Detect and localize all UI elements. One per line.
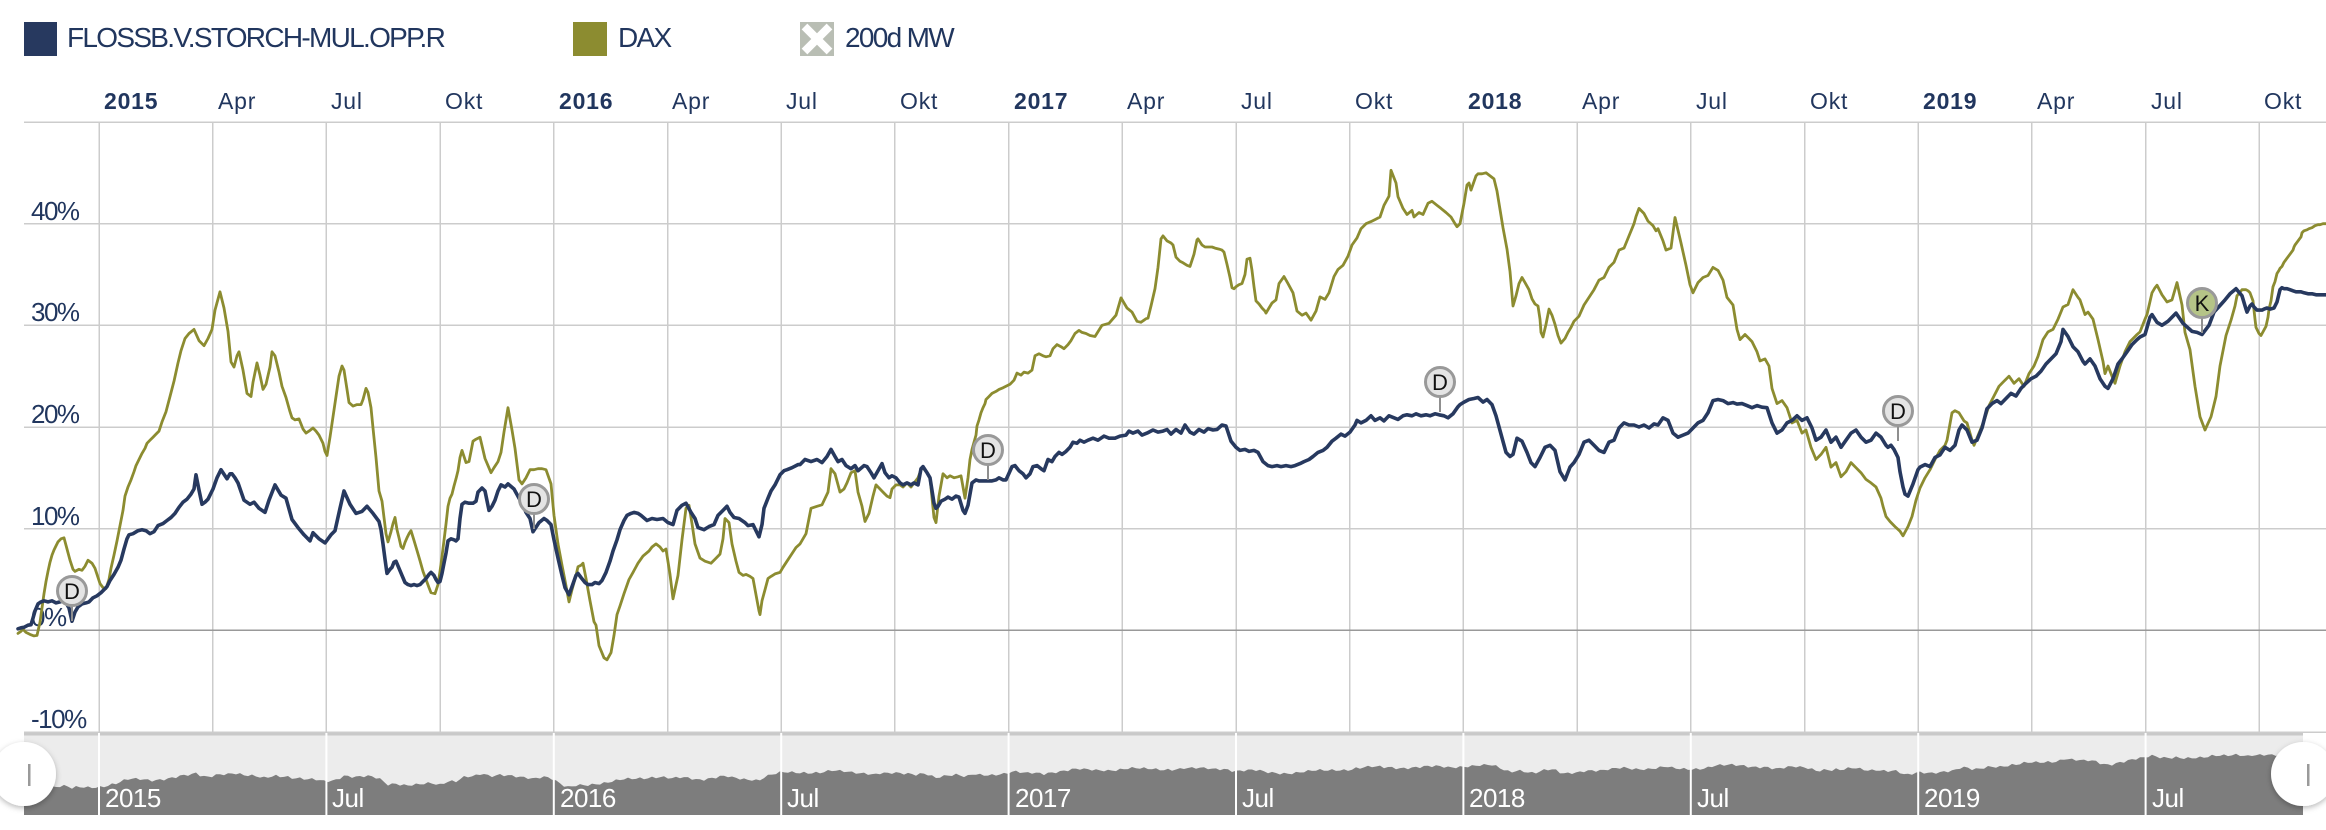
svg-text:Jul: Jul bbox=[1696, 88, 1728, 114]
svg-text:2018: 2018 bbox=[1469, 783, 1525, 813]
svg-text:2016: 2016 bbox=[559, 88, 613, 114]
svg-text:K: K bbox=[2195, 291, 2210, 316]
svg-text:Jul: Jul bbox=[331, 88, 363, 114]
svg-text:D: D bbox=[64, 579, 80, 604]
svg-text:2017: 2017 bbox=[1014, 88, 1068, 114]
svg-text:Okt: Okt bbox=[445, 88, 483, 114]
svg-text:2015: 2015 bbox=[104, 88, 158, 114]
svg-text:Jul: Jul bbox=[787, 783, 819, 813]
svg-text:200d MW: 200d MW bbox=[845, 22, 955, 53]
svg-text:2016: 2016 bbox=[560, 783, 616, 813]
svg-text:Apr: Apr bbox=[1127, 88, 1165, 114]
svg-text:30%: 30% bbox=[31, 297, 80, 327]
svg-text:Jul: Jul bbox=[2151, 88, 2183, 114]
svg-text:2019: 2019 bbox=[1924, 783, 1980, 813]
svg-text:Apr: Apr bbox=[1582, 88, 1620, 114]
svg-text:D: D bbox=[1432, 370, 1448, 395]
svg-text:40%: 40% bbox=[31, 196, 80, 226]
svg-text:D: D bbox=[980, 438, 996, 463]
svg-text:-10%: -10% bbox=[31, 704, 87, 734]
svg-text:Okt: Okt bbox=[1355, 88, 1393, 114]
svg-text:Jul: Jul bbox=[2152, 783, 2184, 813]
svg-text:2019: 2019 bbox=[1923, 88, 1977, 114]
svg-text:Apr: Apr bbox=[672, 88, 710, 114]
svg-text:D: D bbox=[526, 487, 542, 512]
svg-text:FLOSSB.V.STORCH-MUL.OPP.R: FLOSSB.V.STORCH-MUL.OPP.R bbox=[67, 22, 445, 53]
svg-text:Jul: Jul bbox=[1241, 88, 1273, 114]
svg-text:Okt: Okt bbox=[900, 88, 938, 114]
svg-text:10%: 10% bbox=[31, 501, 80, 531]
svg-text:Apr: Apr bbox=[2037, 88, 2075, 114]
svg-text:Okt: Okt bbox=[1810, 88, 1848, 114]
svg-text:2015: 2015 bbox=[105, 783, 161, 813]
svg-text:Jul: Jul bbox=[332, 783, 364, 813]
svg-text:20%: 20% bbox=[31, 399, 80, 429]
svg-text:Jul: Jul bbox=[1242, 783, 1274, 813]
svg-text:Okt: Okt bbox=[2264, 88, 2302, 114]
svg-text:Jul: Jul bbox=[786, 88, 818, 114]
svg-text:DAX: DAX bbox=[618, 22, 672, 53]
svg-text:2018: 2018 bbox=[1468, 88, 1522, 114]
svg-text:2017: 2017 bbox=[1015, 783, 1071, 813]
svg-text:D: D bbox=[1890, 399, 1906, 424]
svg-text:Apr: Apr bbox=[218, 88, 256, 114]
svg-text:Jul: Jul bbox=[1697, 783, 1729, 813]
